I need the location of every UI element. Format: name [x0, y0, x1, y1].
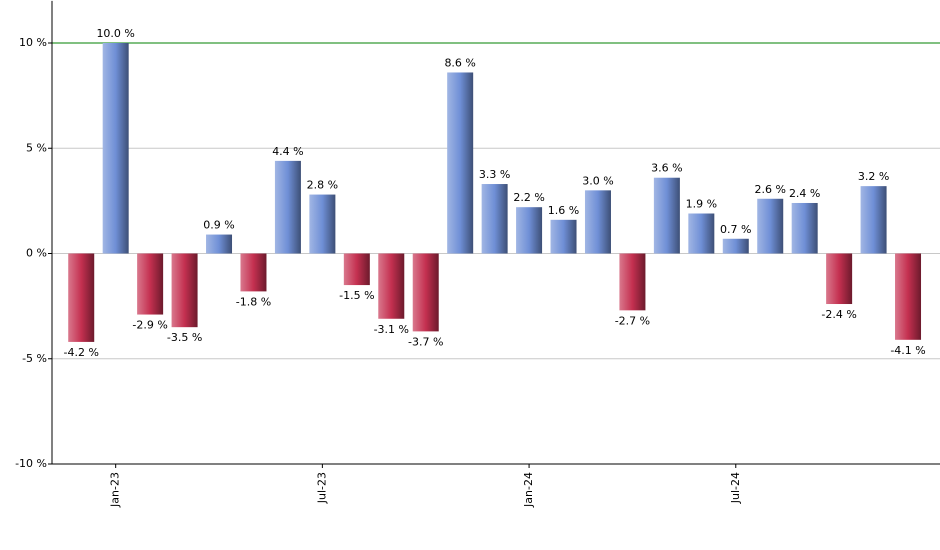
y-tick-label: -5 %	[22, 352, 47, 365]
value-label: 1.9 %	[686, 198, 717, 211]
value-label: 0.7 %	[720, 223, 751, 236]
value-label: -3.5 %	[167, 331, 202, 344]
value-label: 2.2 %	[513, 191, 544, 204]
x-tick-label: Jan-24	[522, 472, 535, 508]
bar	[412, 253, 439, 332]
bar	[309, 194, 336, 254]
bar	[860, 186, 887, 254]
value-label: 4.4 %	[272, 145, 303, 158]
bar	[102, 43, 129, 254]
value-label: 3.6 %	[651, 162, 682, 175]
bar	[757, 198, 784, 254]
value-label: -2.7 %	[615, 314, 650, 327]
bar	[481, 184, 508, 254]
bar	[171, 253, 198, 328]
bar	[826, 253, 853, 305]
x-tick-label: Jul-23	[315, 472, 328, 504]
value-label: -3.7 %	[408, 335, 443, 348]
bar	[688, 213, 715, 254]
bar	[516, 207, 543, 254]
bar	[584, 190, 611, 254]
value-label: -3.1 %	[374, 323, 409, 336]
bar	[895, 253, 922, 340]
y-tick-label: 10 %	[19, 36, 47, 49]
value-label: 0.9 %	[203, 219, 234, 232]
value-label: 2.6 %	[754, 183, 785, 196]
value-label: 3.3 %	[479, 168, 510, 181]
x-tick-label: Jul-24	[729, 472, 742, 504]
value-label: 10.0 %	[96, 27, 134, 40]
bar	[68, 253, 95, 342]
bar	[550, 219, 577, 254]
value-label: 8.6 %	[444, 56, 475, 69]
value-label: 2.8 %	[307, 179, 338, 192]
value-label: -1.5 %	[339, 289, 374, 302]
value-label: 2.4 %	[789, 187, 820, 200]
bar	[447, 72, 474, 254]
value-label: -2.9 %	[132, 319, 167, 332]
bar	[653, 177, 680, 254]
value-label: -4.2 %	[64, 346, 99, 359]
bar	[274, 160, 301, 254]
value-label: -1.8 %	[236, 295, 271, 308]
bar	[343, 253, 370, 286]
bar	[791, 202, 818, 254]
bar	[619, 253, 646, 311]
value-label: -4.1 %	[890, 344, 925, 357]
value-label: 3.0 %	[582, 174, 613, 187]
x-tick-label: Jan-23	[109, 472, 122, 508]
bar	[378, 253, 405, 319]
y-tick-label: -10 %	[15, 457, 47, 470]
y-tick-label: 0 %	[26, 247, 47, 260]
y-tick-label: 5 %	[26, 141, 47, 154]
bar	[240, 253, 267, 292]
value-label: -2.4 %	[821, 308, 856, 321]
value-label: 1.6 %	[548, 204, 579, 217]
bar	[722, 238, 749, 254]
bar	[206, 234, 233, 254]
value-label: 3.2 %	[858, 170, 889, 183]
bar	[137, 253, 164, 315]
